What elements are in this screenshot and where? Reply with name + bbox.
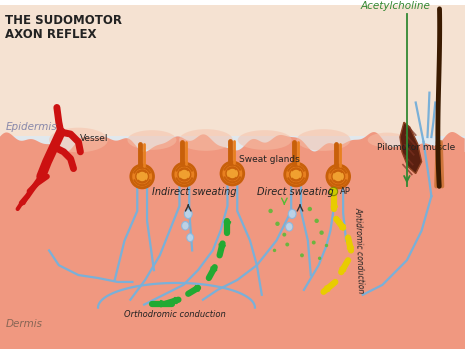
Polygon shape: [0, 122, 465, 349]
Circle shape: [129, 164, 155, 189]
Bar: [0, 136, 465, 152]
Text: AXON REFLEX: AXON REFLEX: [5, 28, 96, 40]
Ellipse shape: [238, 130, 292, 150]
Circle shape: [226, 167, 239, 180]
Circle shape: [268, 209, 273, 213]
Text: Antidromic conduction: Antidromic conduction: [353, 207, 365, 294]
Ellipse shape: [49, 128, 108, 152]
Circle shape: [174, 164, 194, 185]
Circle shape: [300, 253, 304, 257]
Circle shape: [314, 218, 319, 223]
Ellipse shape: [128, 130, 176, 150]
Text: AP: AP: [340, 187, 351, 196]
Circle shape: [219, 161, 245, 186]
Circle shape: [178, 168, 191, 181]
Text: Pilomotor muscle: Pilomotor muscle: [377, 143, 456, 152]
Ellipse shape: [297, 129, 350, 151]
Circle shape: [318, 257, 321, 260]
Circle shape: [283, 233, 286, 237]
Circle shape: [286, 164, 306, 185]
Circle shape: [319, 230, 324, 235]
Ellipse shape: [179, 129, 233, 151]
Circle shape: [308, 207, 312, 211]
Text: THE SUDOMOTOR: THE SUDOMOTOR: [5, 14, 122, 27]
Polygon shape: [400, 122, 421, 173]
Circle shape: [325, 244, 328, 247]
Circle shape: [328, 166, 348, 186]
Circle shape: [273, 249, 276, 252]
Circle shape: [285, 243, 289, 246]
Circle shape: [290, 168, 302, 181]
Text: Vessel: Vessel: [81, 134, 109, 143]
Text: Acetylcholine: Acetylcholine: [361, 1, 431, 11]
Text: Epidermis: Epidermis: [6, 122, 57, 132]
Ellipse shape: [184, 209, 192, 218]
Ellipse shape: [285, 223, 293, 231]
Text: Direct sweating: Direct sweating: [257, 187, 334, 197]
Ellipse shape: [368, 133, 407, 147]
Circle shape: [283, 162, 309, 187]
Ellipse shape: [288, 209, 296, 218]
Circle shape: [132, 166, 152, 186]
Circle shape: [312, 240, 316, 245]
Text: Indirect sweating: Indirect sweating: [152, 187, 237, 197]
Ellipse shape: [182, 222, 189, 230]
Bar: [0, 5, 465, 152]
Text: Sweat glands: Sweat glands: [239, 155, 300, 164]
Circle shape: [136, 170, 148, 183]
Circle shape: [332, 170, 345, 183]
Circle shape: [172, 162, 197, 187]
Ellipse shape: [187, 233, 194, 242]
Circle shape: [275, 222, 280, 226]
Text: Orthodromic conduction: Orthodromic conduction: [124, 311, 226, 319]
Text: Dermis: Dermis: [6, 319, 43, 329]
Circle shape: [222, 164, 242, 184]
Circle shape: [326, 164, 351, 189]
